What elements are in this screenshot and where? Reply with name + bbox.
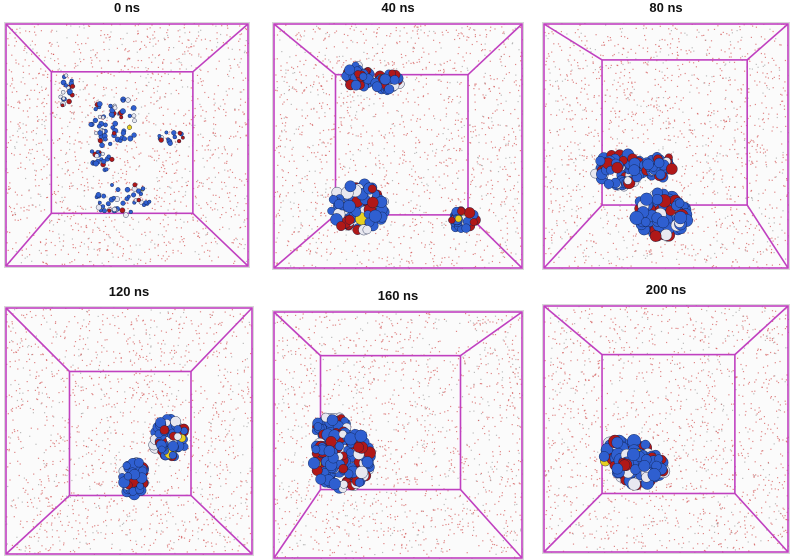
protein-aggregate <box>327 61 481 236</box>
simulation-box <box>4 22 250 268</box>
snapshot-image <box>543 305 789 553</box>
panel-160ns: 160 ns <box>272 288 524 560</box>
protein-aggregate <box>590 148 693 242</box>
simulation-box <box>272 310 524 560</box>
protein-aggregate <box>598 434 671 491</box>
snapshot-image <box>543 23 789 269</box>
panel-120ns: 120 ns <box>4 284 254 556</box>
simulation-box <box>4 306 254 556</box>
panel-200ns: 200 ns <box>542 282 790 554</box>
panel-40ns: 40 ns <box>272 0 524 270</box>
panel-title: 200 ns <box>645 282 687 297</box>
simulation-box-edges <box>543 23 789 269</box>
simulation-box-edges <box>5 307 253 555</box>
protein-aggregate <box>118 414 190 501</box>
panel-80ns: 80 ns <box>542 0 790 270</box>
simulation-box <box>542 304 790 554</box>
water-molecules <box>543 305 789 553</box>
panel-0ns: 0 ns <box>4 0 250 268</box>
water-molecules <box>5 23 249 267</box>
protein-aggregate <box>308 412 376 494</box>
protein-aggregate <box>58 73 185 218</box>
simulation-box-edges <box>273 311 523 559</box>
snapshot-image <box>273 311 523 559</box>
panel-title: 0 ns <box>113 0 140 15</box>
simulation-box-edges <box>273 23 523 269</box>
simulation-box-edges <box>5 23 249 267</box>
snapshot-image <box>5 307 253 555</box>
water-molecules <box>543 23 789 269</box>
panel-title: 40 ns <box>381 0 415 15</box>
simulation-box-edges <box>543 305 789 553</box>
panel-title: 120 ns <box>108 284 150 299</box>
snapshot-image <box>273 23 523 269</box>
snapshot-image <box>5 23 249 267</box>
simulation-box <box>272 22 524 270</box>
simulation-box <box>542 22 790 270</box>
panel-title: 80 ns <box>649 0 683 15</box>
water-molecules <box>273 311 523 559</box>
panel-title: 160 ns <box>377 288 419 303</box>
